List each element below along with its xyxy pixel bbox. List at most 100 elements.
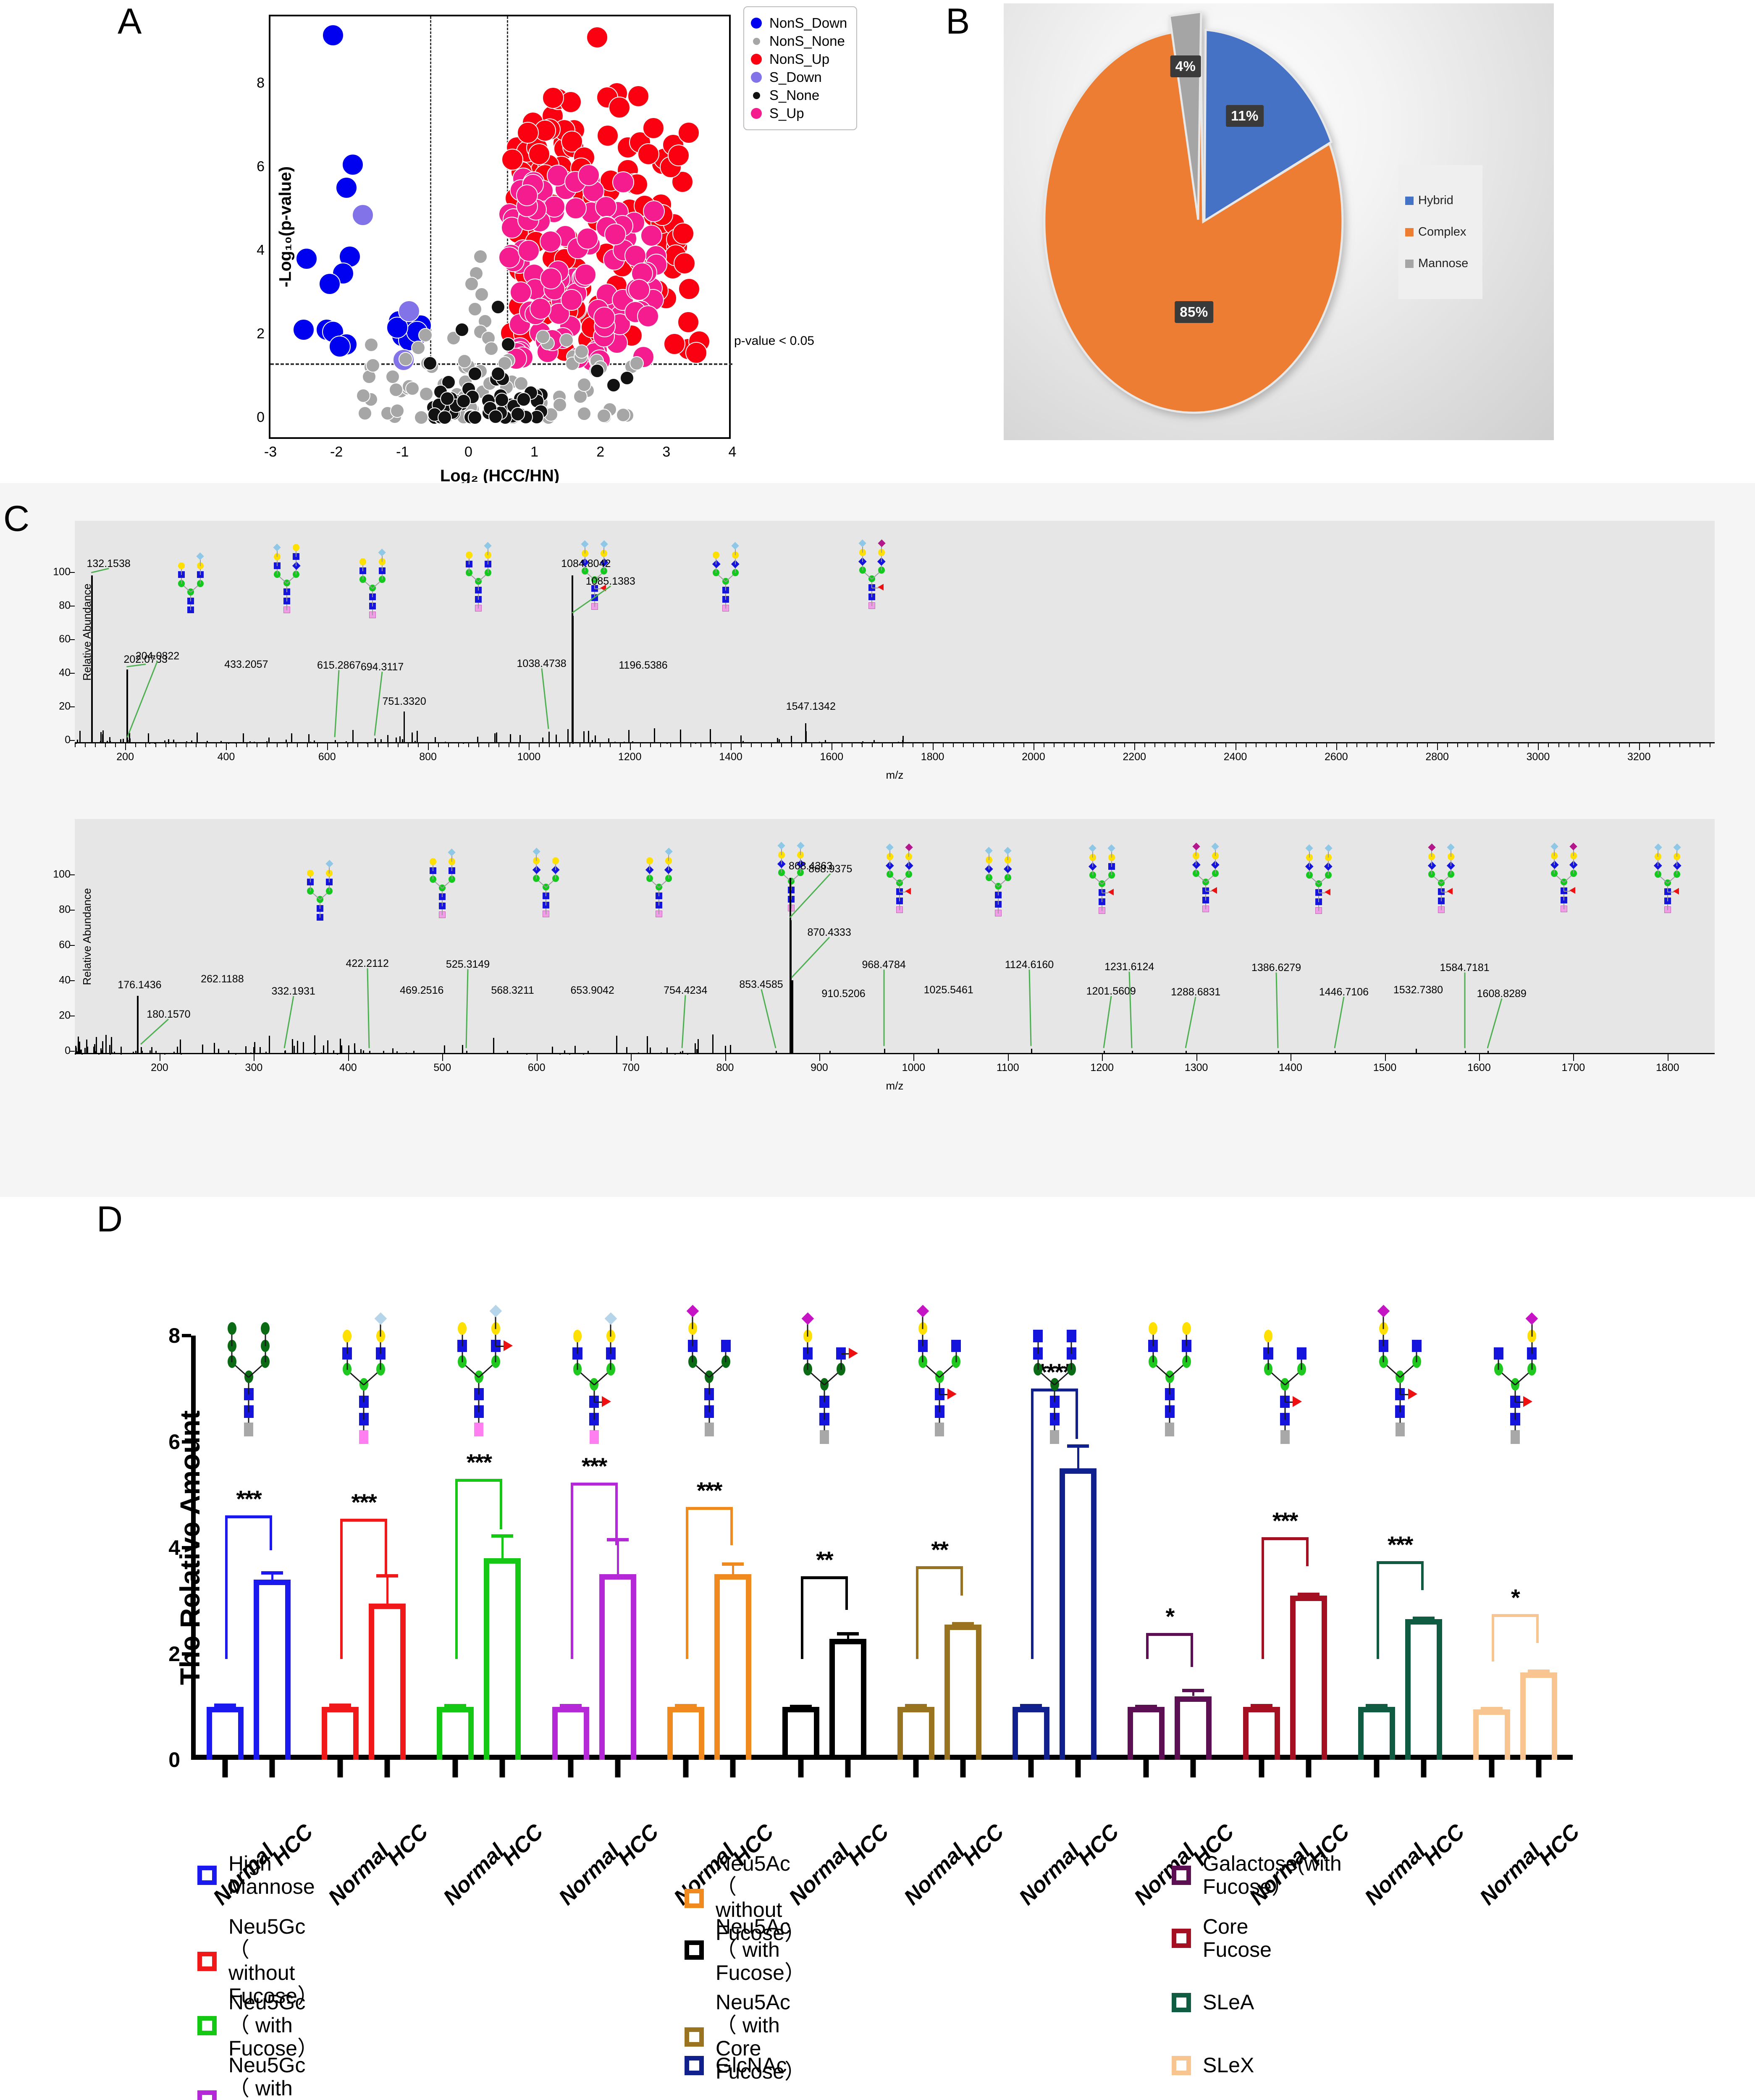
spectrum-x-minor-tick	[973, 743, 974, 747]
spectrum-noise-peak	[632, 741, 633, 743]
spectrum-noise-peak	[249, 741, 251, 743]
glycan-neu5ac-diamond-icon	[797, 842, 805, 850]
spectrum-x-minor-tick	[751, 743, 752, 747]
bar-chart-y-tick: 4	[168, 1536, 180, 1559]
spectrum-noise-peak	[314, 1035, 315, 1054]
spectrum-x-tick: 1400	[1279, 1062, 1302, 1074]
bar-chart-x-label: HCC	[1073, 1819, 1124, 1871]
volcano-point-nons-up	[542, 87, 564, 109]
spectrum-peak	[1031, 1049, 1033, 1054]
bar-chart-bar	[1243, 1706, 1280, 1760]
spectrum-x-minor-tick	[781, 743, 782, 747]
bar-chart-error-cap	[1412, 1617, 1435, 1620]
volcano-legend-item[interactable]: NonS_Down	[751, 15, 847, 31]
spectrum-x-minor-tick	[165, 743, 167, 747]
legend-item[interactable]: Neu5Ac（ with Fucose）	[685, 1915, 805, 1984]
spectrum-x-minor-tick	[670, 743, 671, 747]
spectrum-peak-label: 868.9375	[808, 863, 853, 875]
volcano-point-nons-up	[637, 143, 659, 165]
pie-legend-item[interactable]: Mannose	[1405, 257, 1477, 270]
spectrum-noise-peak	[120, 739, 121, 743]
glycan-neu5ac-diamond-icon	[777, 842, 786, 850]
glycan-fucose-triangle-icon	[877, 584, 884, 591]
spectrum-noise-peak	[179, 1039, 181, 1054]
legend-item[interactable]: Neu5Gc（ with Fucose）	[197, 1991, 318, 2060]
significance-bracket	[570, 1482, 618, 1486]
volcano-point-s-none	[491, 299, 506, 314]
volcano-point-s-up	[604, 223, 626, 245]
glycan-pink-tag-icon	[359, 1430, 369, 1444]
pie-legend-item[interactable]: Hybrid	[1405, 194, 1477, 207]
spectrum-x-tick: 400	[217, 751, 235, 763]
significance-bracket	[1491, 1614, 1539, 1617]
bar-chart-x-label: HCC	[1533, 1819, 1584, 1871]
spectrum-y-tick: 80	[59, 903, 71, 916]
spectrum-y-tick-mark	[70, 980, 75, 981]
legend-item[interactable]: GlcNAc	[685, 2054, 787, 2077]
pie-legend-item[interactable]: Complex	[1405, 225, 1477, 239]
spectrum-x-minor-tick	[1104, 743, 1105, 747]
glycan-neu5ac-diamond-icon	[325, 860, 333, 868]
volcano-point-nons-none	[390, 404, 405, 418]
spectrum-noise-peak	[477, 736, 478, 743]
spectrum-x-minor-tick	[216, 743, 217, 747]
spectrum-bottom-x-label: m/z	[886, 1079, 904, 1092]
legend-item[interactable]: SLeA	[1172, 1991, 1254, 2014]
glycan-neu5gc-diamond-icon	[686, 1305, 699, 1317]
spectrum-noise-peak	[555, 735, 557, 743]
spectrum-noise-peak	[102, 1041, 104, 1054]
volcano-legend-item[interactable]: NonS_Up	[751, 51, 847, 67]
spectrum-noise-peak	[260, 1047, 261, 1054]
bar-chart-error-cap	[1135, 1704, 1157, 1708]
spectrum-noise-peak	[666, 1047, 668, 1054]
glycan-glcnac-square-icon	[1066, 1329, 1076, 1342]
legend-item[interactable]: Core Fucose	[1172, 1915, 1272, 1961]
glycan-linkage-line	[1563, 891, 1571, 892]
legend-label: Neu5Gc（ with Fucose）	[228, 1990, 318, 2060]
volcano-legend-item[interactable]: NonS_None	[751, 33, 847, 49]
spectrum-x-minor-tick	[529, 743, 530, 747]
bar-chart-y-tick: 2	[168, 1642, 180, 1666]
volcano-point-nons-none	[468, 302, 483, 316]
glycan-galactose-circle-icon	[465, 551, 472, 559]
spectrum-x-minor-tick	[1196, 1054, 1197, 1058]
spectrum-noise-peak	[614, 741, 616, 743]
spectrum-noise-peak	[454, 1053, 455, 1054]
panel-a-volcano-plot: A -Log₁₀(p-value) Log₂ (HCC/HN) 0 2 4 6 8 -3…	[0, 0, 924, 485]
spectrum-peak-leader-line	[374, 672, 383, 736]
volcano-legend-item[interactable]: S_Up	[751, 105, 847, 121]
volcano-point-nons-down	[322, 24, 344, 46]
significance-bracket	[685, 1507, 733, 1510]
spectrum-x-minor-tick	[1385, 1054, 1386, 1058]
legend-item[interactable]: High Mannose	[197, 1852, 315, 1898]
spectrum-noise-peak	[77, 742, 79, 743]
spectrum-x-tick: 1600	[1467, 1062, 1491, 1074]
spectrum-noise-peak	[567, 729, 569, 743]
legend-item[interactable]: Galactose(with Fucose）	[1172, 1852, 1342, 1898]
bar-chart-error-cap	[606, 1538, 629, 1542]
spectrum-peak-leader-line	[1487, 998, 1503, 1048]
bar-chart-error-cap	[491, 1534, 514, 1538]
spectrum-noise-peak	[680, 729, 682, 743]
spectrum-noise-peak	[110, 741, 111, 743]
spectrum-y-tick: 0	[65, 1045, 71, 1057]
spectrum-x-minor-tick	[690, 743, 691, 747]
spectrum-noise-peak	[387, 735, 388, 743]
significance-bracket-arm	[730, 1507, 733, 1545]
spectrum-x-minor-tick	[276, 743, 278, 747]
volcano-legend-item[interactable]: S_None	[751, 87, 847, 103]
glycan-neu5ac-diamond-icon	[1550, 843, 1558, 850]
spectrum-x-minor-tick	[357, 743, 358, 747]
spectrum-x-minor-tick	[1007, 1054, 1009, 1058]
volcano-legend-item[interactable]: S_Down	[751, 69, 847, 85]
spectrum-noise-peak	[86, 1039, 88, 1054]
spectrum-x-minor-tick	[741, 743, 742, 747]
significance-bracket-arm	[225, 1515, 228, 1659]
volcano-point-nons-none	[457, 354, 472, 368]
legend-item[interactable]: SLeX	[1172, 2054, 1254, 2077]
spectrum-peak-leader-line	[790, 873, 831, 918]
spectrum-y-tick: 60	[59, 939, 71, 951]
legend-label: GlcNAc	[716, 2053, 787, 2077]
spectrum-x-minor-tick	[1447, 743, 1448, 747]
